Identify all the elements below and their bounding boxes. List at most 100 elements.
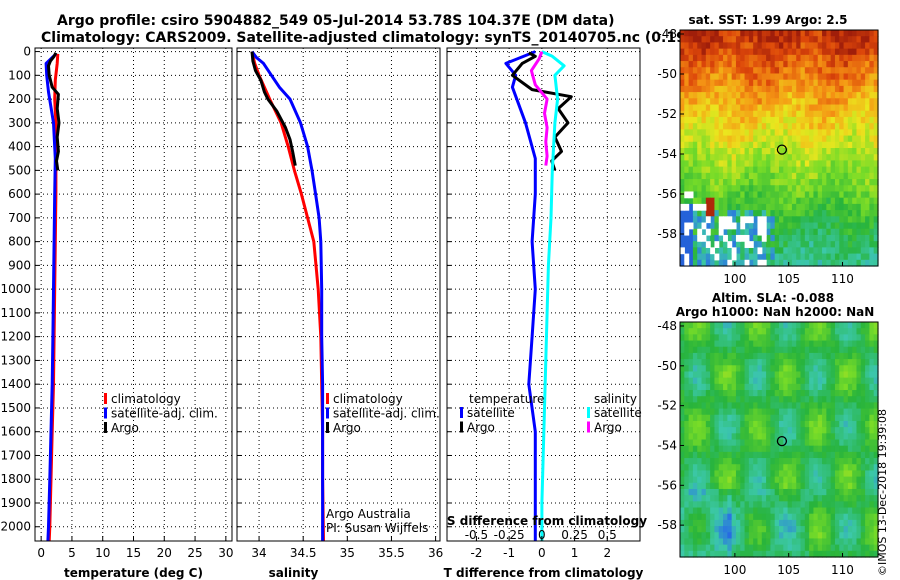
map-cell-sla_map (735, 390, 741, 397)
map-cell-sla_map (787, 439, 793, 447)
map-cell-sla_map (688, 365, 694, 373)
map-cell-sst_map (744, 42, 750, 50)
map-cell-sla_map (692, 371, 698, 379)
map-cell-sst_map (697, 197, 703, 205)
map-cell-sla_map (847, 519, 853, 527)
map-cell-sst_map (692, 67, 698, 75)
map-nodata-cell (748, 216, 754, 224)
map-cell-sla_map (860, 488, 866, 496)
map-cell-sla_map (761, 495, 767, 502)
map-cell-sst_map (766, 79, 771, 87)
map-cell-sst_map (847, 92, 853, 99)
map-cell-sla_map (744, 526, 750, 533)
map-cell-sst_map (779, 191, 784, 199)
map-cell-sst_map (783, 79, 789, 87)
map-cell-sst_map (822, 210, 827, 217)
map-cell-sla_map (701, 526, 707, 533)
map-cell-sla_map (847, 334, 853, 342)
map-cell-sst_map (718, 259, 724, 267)
map-cell-sla_map (761, 365, 767, 373)
map-cell-sst_map (830, 166, 836, 174)
map-cell-sla_map (770, 352, 776, 360)
legend-label: climatology (333, 392, 403, 406)
map-cell-sst_map (843, 234, 849, 242)
map-cell-sst_map (779, 247, 784, 255)
map-cell-sla_map (809, 451, 815, 459)
map-cell-sst_map (692, 259, 698, 267)
map-cell-sst_map (847, 98, 853, 106)
map-cell-sst_map (822, 30, 827, 37)
map-cell-sla_map (809, 328, 815, 335)
map-cell-sla_map (830, 328, 836, 335)
map-cell-sst_map (826, 148, 832, 155)
map-cell-sst_map (692, 160, 698, 168)
map-cell-sla_map (757, 488, 763, 496)
map-cell-sla_map (839, 476, 845, 484)
map-cell-sst_map (873, 116, 879, 124)
map-cell-sst_map (684, 179, 690, 186)
map-cell-sla_map (822, 371, 827, 379)
map-cell-sst_map (744, 160, 750, 168)
map-cell-sla_map (796, 445, 802, 453)
map-cell-sst_map (766, 179, 771, 186)
map-cell-sla_map (757, 328, 763, 335)
map-cell-sla_map (847, 377, 853, 385)
map-cell-sst_map (710, 54, 716, 62)
map-frame-sst_map (679, 29, 879, 267)
map-cell-sla_map (748, 433, 754, 441)
map-cell-sla_map (856, 544, 862, 552)
map-cell-sst_map (800, 116, 806, 124)
map-cell-sla_map (744, 420, 750, 428)
map-cell-sst_map (688, 179, 694, 186)
map-cell-sst_map (718, 203, 724, 211)
map-cell-sst_map (843, 160, 849, 168)
map-cell-sla_map (830, 507, 836, 515)
map-cell-sst_map (834, 222, 840, 230)
map-cell-sst_map (834, 166, 840, 174)
map-cell-sla_map (847, 488, 853, 496)
map-cell-sla_map (779, 532, 784, 540)
map-cell-sla_map (804, 340, 810, 348)
map-cell-sst_map (697, 123, 703, 130)
map-cell-sla_map (822, 383, 827, 391)
map-cell-sst_map (735, 135, 741, 143)
map-cell-sst_map (822, 123, 827, 130)
map-cell-sla_map (731, 408, 737, 416)
map-cell-sla_map (761, 532, 767, 540)
map-cell-sst_map (822, 36, 827, 44)
map-cell-sst_map (744, 228, 750, 236)
map-cell-sst_map (847, 210, 853, 217)
map-cell-sla_map (753, 340, 759, 348)
map-cell-sst_map (688, 166, 694, 174)
map-cell-sst_map (839, 172, 845, 180)
map-cell-sst_map (761, 61, 767, 68)
map-cell-sla_map (770, 445, 776, 453)
map-cell-sst_map (860, 179, 866, 186)
map-cell-sla_map (718, 328, 724, 335)
map-cell-sla_map (873, 482, 879, 490)
map-cell-sla_map (856, 340, 862, 348)
map-cell-sla_map (727, 550, 733, 558)
map-cell-sst_map (847, 160, 853, 168)
map-cell-sla_map (680, 383, 685, 391)
map-cell-sla_map (714, 371, 720, 379)
map-cell-sst_map (735, 228, 741, 236)
series-line-difference-0 (504, 50, 537, 541)
map-cell-sla_map (817, 538, 823, 546)
map-nodata-cell (740, 222, 746, 230)
map-cell-sla_map (791, 390, 797, 397)
map-cell-sst_map (860, 185, 866, 193)
map-cell-sst_map (834, 185, 840, 193)
map-cell-sla_map (735, 482, 741, 490)
map-cell-sst_map (813, 197, 819, 205)
map-cell-sst_map (735, 185, 741, 193)
map-cell-sst_map (843, 48, 849, 56)
map-nodata-cell (697, 203, 703, 211)
map-cell-sla_map (779, 482, 784, 490)
map-cell-sla_map (839, 488, 845, 496)
map-cell-sla_map (843, 433, 849, 441)
map-cell-sla_map (735, 476, 741, 484)
map-cell-sst_map (731, 241, 737, 248)
map-cell-sla_map (688, 482, 694, 490)
map-cell-sla_map (757, 538, 763, 546)
